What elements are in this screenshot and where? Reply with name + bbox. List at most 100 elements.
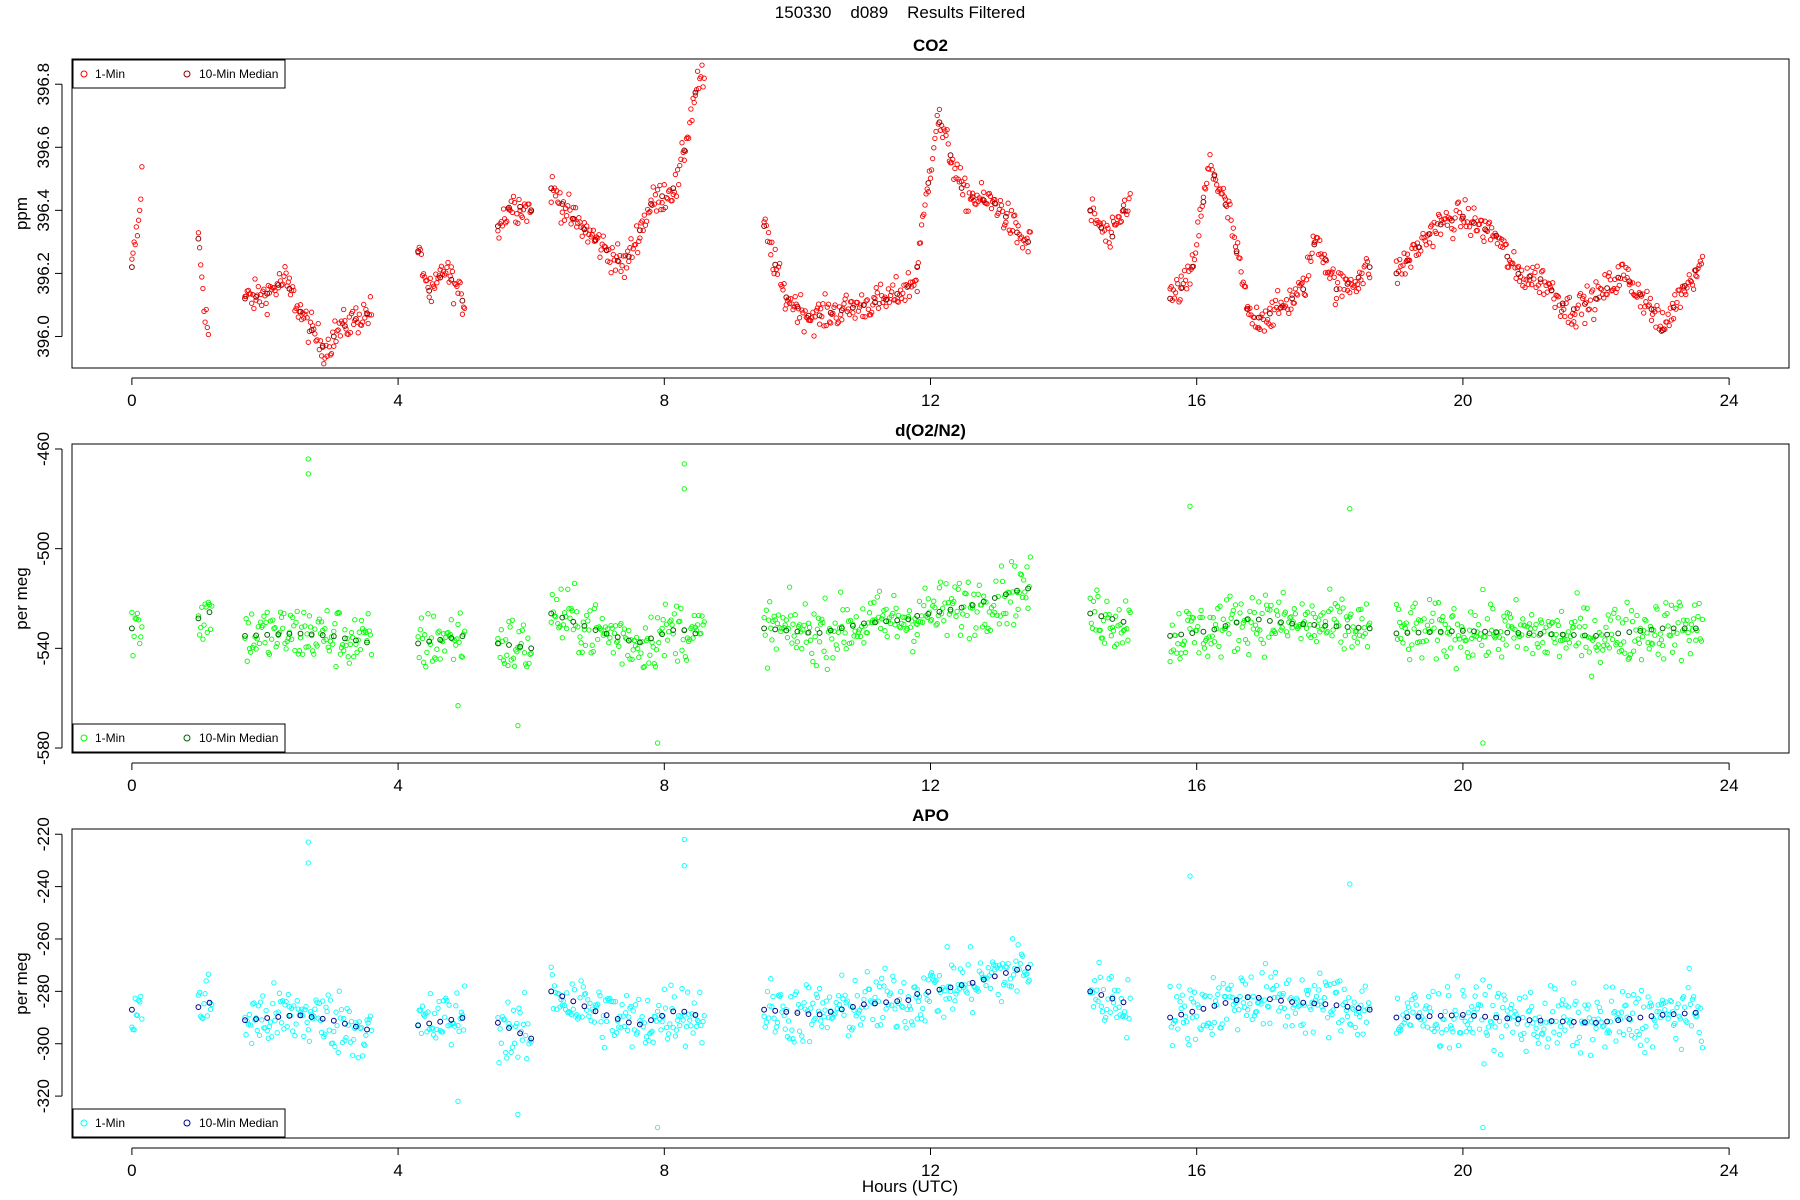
one-min-point [1646,1003,1652,1010]
one-min-point [1367,1004,1373,1011]
one-min-point [974,985,980,992]
median-point [1255,994,1262,1001]
one-min-point [1214,182,1220,188]
y-tick-label: 396.0 [34,315,53,358]
one-min-point [1575,1009,1581,1015]
median-point [1593,1019,1599,1026]
one-min-point [364,1017,370,1023]
one-min-point [301,1033,307,1040]
legend-label-median: 10-Min Median [199,731,278,745]
one-min-point [1642,1049,1648,1056]
one-min-point [765,617,772,623]
median-point [1366,1006,1373,1013]
one-min-point [818,306,824,312]
one-min-point [367,1013,374,1019]
one-min-point [648,1029,654,1035]
one-min-point [1119,1013,1126,1020]
one-min-point [294,998,300,1004]
one-min-point [290,1028,296,1034]
one-min-point [1206,1020,1212,1026]
one-min-point [245,1021,252,1028]
one-min-point [597,993,603,999]
one-min-point [134,1012,141,1019]
one-min-point [820,619,826,626]
one-min-point [1187,873,1193,879]
one-min-point [628,236,634,242]
one-min-point [521,650,528,656]
one-min-point [1172,632,1179,639]
one-min-point [367,632,374,638]
one-min-point [968,601,975,608]
x-tick-label: 12 [921,776,940,795]
median-point [426,638,433,645]
one-min-point [1259,610,1265,617]
median-point [1582,632,1588,639]
one-min-point [1322,618,1329,625]
one-min-point [1499,654,1505,660]
one-min-point [1516,278,1523,284]
one-min-point [1452,215,1458,221]
one-min-point [621,274,628,281]
one-min-point [1576,624,1583,630]
one-min-point [647,208,653,215]
one-min-point [1192,1036,1199,1042]
one-min-point [1187,987,1193,993]
one-min-point [699,62,705,68]
one-min-point [813,308,819,314]
one-min-point [1503,241,1509,248]
one-min-point [1364,644,1371,650]
one-min-point [1092,609,1098,615]
one-min-point [324,608,330,614]
one-min-point [598,247,604,253]
median-point [883,618,889,625]
median-point [506,204,512,211]
one-min-point [646,210,652,216]
one-min-point [1210,615,1216,621]
median-point [1559,300,1566,307]
one-min-point [698,74,704,80]
median-point [1393,630,1400,637]
one-min-point [1011,621,1017,628]
one-min-point [1411,626,1417,632]
one-min-point [1405,1004,1412,1010]
y-tick-label: -280 [34,974,53,1008]
one-min-point [343,1034,349,1041]
one-min-point [1450,613,1456,619]
one-min-point [1675,1001,1681,1007]
median-point [614,257,621,264]
one-min-point [1542,1000,1548,1006]
median-point [1014,229,1020,236]
one-min-point [569,981,575,987]
one-min-point [1505,1014,1512,1020]
one-min-point [1612,606,1618,613]
one-min-point [207,626,214,632]
one-min-point [1006,227,1012,233]
one-min-point [1583,644,1589,650]
median-point [1615,1017,1622,1024]
median-point [319,632,326,639]
one-min-point [900,290,906,296]
one-min-point [1207,993,1213,999]
one-min-point [253,646,259,652]
one-min-point [1354,639,1361,645]
one-min-point [195,230,202,236]
median-point [827,627,834,634]
one-min-point [1253,304,1260,310]
one-min-point [662,601,669,607]
one-min-point [1302,292,1309,298]
one-min-point [969,1010,976,1016]
one-min-point [1550,619,1556,625]
one-min-point [1306,273,1312,279]
one-min-point [1694,273,1700,280]
median-point [625,637,632,644]
one-min-point [519,1037,525,1043]
one-min-point [1185,1036,1191,1042]
one-min-point [327,997,334,1003]
one-min-point [1408,264,1414,270]
one-min-point [1253,631,1260,637]
one-min-point [586,627,592,633]
one-min-point [1192,250,1199,256]
one-min-point [1655,307,1661,313]
one-min-point [1607,1019,1614,1025]
median-point [1333,1002,1340,1009]
